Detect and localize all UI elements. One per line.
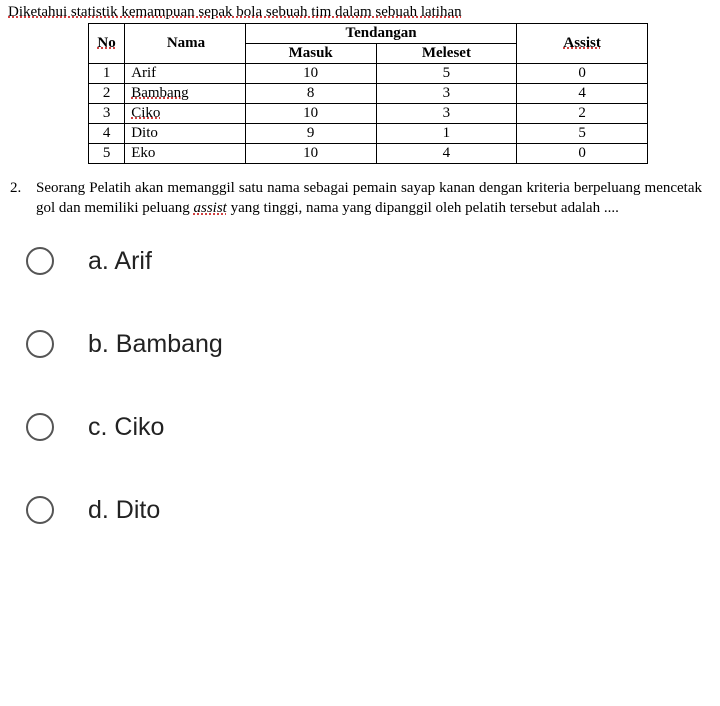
question-number: 2. — [8, 178, 36, 219]
question-post: yang tinggi, nama yang dipanggil oleh pe… — [227, 200, 619, 216]
cell-nama: Arif — [125, 64, 246, 84]
header-masuk: Masuk — [245, 44, 376, 64]
statistics-table-wrap: No Nama Tendangan Assist Masuk Meleset 1… — [88, 23, 672, 164]
radio-icon[interactable] — [26, 413, 54, 441]
cell-nama: Dito — [125, 124, 246, 144]
cell-no: 2 — [89, 84, 125, 104]
statistics-table: No Nama Tendangan Assist Masuk Meleset 1… — [88, 23, 648, 164]
cell-no: 3 — [89, 104, 125, 124]
table-row: 2Bambang834 — [89, 84, 648, 104]
cell-assist: 2 — [517, 104, 648, 124]
cell-nama: Ciko — [125, 104, 246, 124]
answer-option[interactable]: a. Arif — [26, 247, 712, 276]
radio-icon[interactable] — [26, 247, 54, 275]
cell-assist: 0 — [517, 144, 648, 164]
cell-meleset: 3 — [376, 84, 517, 104]
cell-nama: Eko — [125, 144, 246, 164]
answer-option[interactable]: c. Ciko — [26, 413, 712, 442]
answer-option[interactable]: d. Dito — [26, 496, 712, 525]
cell-no: 1 — [89, 64, 125, 84]
cell-no: 5 — [89, 144, 125, 164]
cell-masuk: 9 — [245, 124, 376, 144]
header-tendangan: Tendangan — [245, 24, 516, 44]
cell-meleset: 1 — [376, 124, 517, 144]
intro-text: Diketahui statistik kemampuan sepak bola… — [8, 4, 712, 21]
header-meleset: Meleset — [376, 44, 517, 64]
question-block: 2. Seorang Pelatih akan memanggil satu n… — [8, 178, 712, 219]
table-row: 1Arif1050 — [89, 64, 648, 84]
header-no: No — [89, 24, 125, 64]
cell-masuk: 10 — [245, 104, 376, 124]
header-assist: Assist — [517, 24, 648, 64]
option-label: b. Bambang — [88, 330, 223, 359]
cell-masuk: 10 — [245, 64, 376, 84]
cell-assist: 5 — [517, 124, 648, 144]
radio-icon[interactable] — [26, 496, 54, 524]
cell-assist: 4 — [517, 84, 648, 104]
answer-options: a. Arif b. Bambang c. Ciko d. Dito — [8, 247, 712, 525]
header-nama: Nama — [125, 24, 246, 64]
cell-meleset: 3 — [376, 104, 517, 124]
question-italic: assist — [193, 200, 226, 216]
cell-nama: Bambang — [125, 84, 246, 104]
option-label: d. Dito — [88, 496, 160, 525]
option-label: c. Ciko — [88, 413, 164, 442]
cell-meleset: 4 — [376, 144, 517, 164]
option-label: a. Arif — [88, 247, 152, 276]
cell-meleset: 5 — [376, 64, 517, 84]
table-row: 5Eko1040 — [89, 144, 648, 164]
table-row: 3Ciko1032 — [89, 104, 648, 124]
cell-no: 4 — [89, 124, 125, 144]
cell-assist: 0 — [517, 64, 648, 84]
table-row: 4Dito915 — [89, 124, 648, 144]
answer-option[interactable]: b. Bambang — [26, 330, 712, 359]
cell-masuk: 10 — [245, 144, 376, 164]
radio-icon[interactable] — [26, 330, 54, 358]
cell-masuk: 8 — [245, 84, 376, 104]
question-text: Seorang Pelatih akan memanggil satu nama… — [36, 178, 712, 219]
